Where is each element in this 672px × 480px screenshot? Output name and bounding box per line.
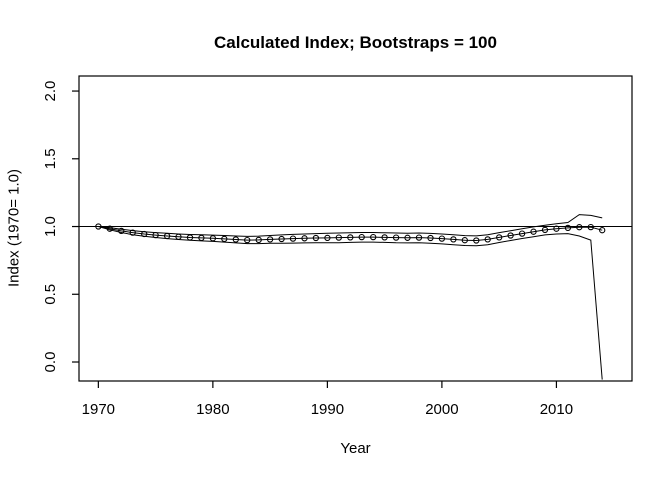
data-point-circle [530, 228, 537, 235]
data-point-circle [392, 234, 400, 241]
plot-box [78, 75, 633, 382]
data-point-circle [244, 236, 251, 244]
data-point-circle [507, 232, 514, 239]
x-tick-label: 1970 [82, 401, 115, 418]
data-point-circle [129, 229, 136, 236]
x-tick-label: 1980 [196, 401, 229, 418]
data-point-circle [553, 225, 560, 232]
data-point-circle [118, 227, 125, 235]
data-point-circle [106, 225, 113, 232]
data-point-circle [221, 235, 228, 243]
data-point-circle [461, 237, 468, 244]
data-point-circle [358, 233, 365, 241]
data-point-circle [301, 235, 308, 242]
data-point-circle [564, 224, 572, 232]
data-point-circle [370, 233, 377, 241]
plot-title: Calculated Index; Bootstraps = 100 [214, 33, 497, 52]
y-tick-label: 1.5 [42, 148, 59, 169]
y-tick-label: 0.5 [42, 284, 59, 305]
data-point-circle [427, 234, 434, 242]
data-point-circle [163, 232, 171, 240]
data-point-circle [198, 234, 205, 242]
x-tick-label: 1990 [311, 401, 344, 418]
data-point-circle [312, 234, 320, 242]
data-point-circle [587, 223, 594, 231]
data-point-circle [152, 231, 159, 239]
data-point-circle [347, 234, 354, 241]
data-point-circle [335, 234, 342, 241]
x-tick-label: 2010 [540, 401, 573, 418]
y-tick-label: 1.0 [42, 216, 59, 237]
data-point-circle [141, 230, 148, 238]
data-point-circle [278, 235, 285, 243]
data-point-circle [95, 223, 102, 230]
data-point-circle [324, 234, 331, 242]
data-point-circle [484, 236, 491, 243]
data-point-circle [496, 234, 503, 241]
estimate-line [98, 226, 603, 242]
data-point-circle [541, 226, 549, 234]
data-point-circle [599, 227, 606, 234]
data-point-circle [518, 230, 526, 237]
y-axis-label: Index (1970= 1.0) [5, 168, 23, 288]
data-point-circle [404, 234, 411, 241]
data-point-circle [289, 235, 297, 242]
data-point-circle [415, 234, 423, 241]
upper-band-line [98, 214, 603, 237]
data-point-circle [576, 224, 583, 231]
x-tick-label: 2000 [425, 401, 458, 418]
lower-band-line [98, 226, 603, 380]
data-point-circle [209, 235, 217, 242]
y-tick-label: 0.0 [42, 352, 59, 373]
data-point-circle [381, 234, 388, 241]
data-point-circle [175, 233, 182, 240]
y-tick-label: 2.0 [42, 81, 59, 102]
data-point-circle [266, 236, 274, 243]
data-point-circle [450, 236, 457, 243]
data-point-circle [473, 237, 480, 244]
data-point-circle [186, 234, 194, 241]
x-axis-label: Year [340, 440, 371, 457]
data-point-circle [438, 235, 446, 242]
data-point-circle [255, 236, 262, 244]
data-point-circle [232, 236, 239, 243]
